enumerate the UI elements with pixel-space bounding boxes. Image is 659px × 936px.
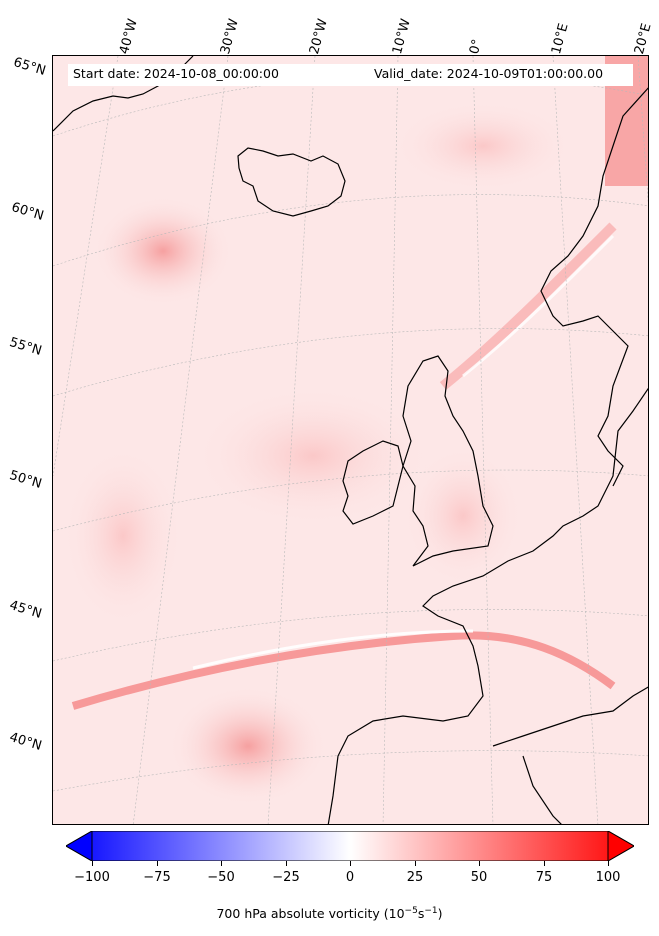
colorbar-label-mid: s [417, 906, 425, 922]
lon-label-0: 0° [467, 37, 486, 56]
cbar-tick-label-8: 100 [595, 870, 621, 885]
mediterranean-coast [492, 686, 648, 747]
vorticity-frontal-band [71, 631, 616, 710]
colorbar-body [66, 831, 634, 861]
vorticity-map [52, 55, 649, 825]
lon-label-10e: 10°E [549, 21, 572, 56]
colorbar [66, 831, 634, 861]
cbar-tick-label-3: −25 [272, 870, 300, 885]
cbar-tick-label-7: 75 [535, 870, 553, 885]
cbar-tick-mark-2 [221, 861, 222, 866]
cbar-tick-mark-0 [92, 861, 93, 866]
lat-label-55n: 55°N [7, 335, 44, 359]
cbar-tick-mark-6 [479, 861, 480, 866]
vorticity-low-iceland-west [93, 196, 233, 306]
cbar-tick-mark-5 [415, 861, 416, 866]
colorbar-high-extend [607, 831, 634, 861]
cbar-tick-mark-1 [157, 861, 158, 866]
colorbar-low-extend [66, 831, 93, 861]
cbar-tick-mark-3 [286, 861, 287, 866]
cbar-tick-label-6: 50 [470, 870, 488, 885]
lat-label-40n: 40°N [7, 730, 44, 754]
vorticity-patch-west [63, 446, 183, 626]
lat-label-60n: 60°N [9, 200, 46, 224]
cbar-tick-label-2: −50 [207, 870, 235, 885]
europe-coast [327, 387, 648, 824]
vorticity-norway-band [439, 222, 617, 390]
lon-label-30w: 30°W [218, 17, 242, 56]
colorbar-label: 700 hPa absolute vorticity (10−5s−1) [0, 906, 659, 921]
colorbar-label-exp2: −1 [424, 906, 438, 916]
vorticity-low-azores [168, 686, 328, 806]
iberia-east-coast [522, 755, 562, 824]
lon-label-40w: 40°W [117, 17, 141, 56]
cbar-tick-label-0: −100 [74, 870, 110, 885]
header-box [68, 64, 633, 86]
vorticity-norway-band-white [462, 234, 615, 378]
vorticity-patch-uk [403, 446, 523, 586]
vorticity-patch-central [193, 386, 433, 526]
lon-label-10w: 10°W [390, 17, 414, 56]
map-field [53, 56, 648, 824]
colorbar-label-suffix: ) [437, 906, 443, 922]
colorbar-label-exp1: −5 [404, 906, 418, 916]
vorticity-patch-north [393, 101, 573, 191]
vorticity-frontal-band-white [192, 629, 474, 670]
cbar-tick-label-1: −75 [143, 870, 171, 885]
valid-date-label: Valid_date: 2024-10-09T01:00:00.00 [374, 66, 604, 81]
iceland-coast [237, 147, 346, 217]
cbar-tick-mark-8 [608, 861, 609, 866]
britain-coast [402, 355, 494, 567]
scandinavia-coast [540, 87, 648, 487]
lat-label-45n: 45°N [7, 598, 44, 622]
lat-label-65n: 65°N [11, 55, 48, 79]
ireland-coast [342, 440, 404, 525]
cbar-tick-label-4: 0 [345, 870, 355, 885]
cbar-tick-mark-7 [544, 861, 545, 866]
lon-label-20e: 20°E [632, 21, 655, 56]
cbar-tick-mark-4 [350, 861, 351, 866]
cbar-tick-label-5: 25 [406, 870, 424, 885]
start-date-label: Start date: 2024-10-08_00:00:00 [73, 66, 279, 81]
colorbar-label-prefix: 700 hPa absolute vorticity (10 [216, 906, 405, 922]
lon-label-20w: 20°W [307, 17, 331, 56]
lat-label-50n: 50°N [7, 468, 44, 492]
